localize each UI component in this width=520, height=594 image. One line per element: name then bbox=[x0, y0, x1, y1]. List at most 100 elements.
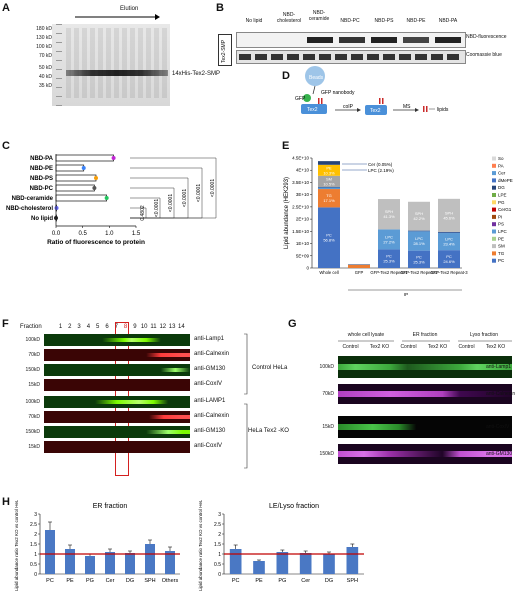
e-legend-swatch bbox=[492, 229, 496, 234]
g-lane-label: Control bbox=[342, 344, 359, 350]
e-y-tick-label: 4E+10 bbox=[296, 168, 310, 173]
h-x-tick-label: PC bbox=[46, 578, 54, 584]
f-antibody-label: anti-Calnexin bbox=[194, 351, 230, 357]
chart-e: 0 5E+09 1E+10 1.5E+10 2E+10 2.5E+10 3E+10 3.5E+… bbox=[284, 156, 513, 298]
g-lane-label: Tex2 KO bbox=[485, 344, 506, 350]
gel-smear bbox=[66, 28, 168, 98]
e-legend-label: Cer bbox=[498, 171, 506, 176]
e-legend-swatch bbox=[492, 156, 496, 161]
e-legend-swatch bbox=[492, 200, 496, 205]
fraction-label: Fraction bbox=[20, 324, 42, 330]
c-point bbox=[94, 176, 98, 180]
h-y-tick-label: 2.5 bbox=[30, 522, 37, 528]
e-legend-swatch bbox=[492, 185, 496, 190]
e-y-axis-label: Lipid abundance (HEK293) bbox=[284, 177, 290, 249]
g-group-lyso: Lyso fraction bbox=[469, 332, 499, 338]
f-blot-band bbox=[44, 368, 190, 372]
fraction-number: 9 bbox=[133, 324, 137, 330]
e-bar-segment bbox=[318, 187, 340, 190]
f-blot-band bbox=[44, 445, 190, 449]
h-x-tick-label: PE bbox=[255, 578, 263, 584]
g-blot-strip bbox=[338, 356, 512, 378]
tex2-text: Tex2 bbox=[307, 107, 318, 113]
f-blot-strip bbox=[44, 396, 190, 408]
g-blot-band bbox=[338, 451, 512, 457]
e-seg-label: 27.2% bbox=[383, 239, 395, 244]
panel-b-label: B bbox=[216, 2, 224, 14]
c-category-label: NBD-PA bbox=[30, 156, 54, 162]
f-antibody-label: anti-Calnexin bbox=[194, 413, 230, 419]
c-bar bbox=[55, 184, 95, 192]
e-bar-segment bbox=[318, 161, 340, 165]
e-y-tick-label: 3.5E+10 bbox=[292, 180, 309, 185]
nanobody-text: GFP nanobody bbox=[321, 90, 355, 96]
panel-a-label: A bbox=[2, 2, 10, 14]
sds-page-gel bbox=[52, 24, 170, 106]
fraction-number: 5 bbox=[96, 324, 100, 330]
h-y-tick-label: 0 bbox=[34, 572, 37, 578]
elution-label: Elution bbox=[120, 6, 139, 12]
f-blot-band bbox=[44, 430, 190, 434]
e-seg-label: 10.5% bbox=[323, 181, 335, 186]
g-blot-band bbox=[338, 364, 512, 370]
panel-h-label: H bbox=[2, 496, 10, 508]
f-antibody-label: anti-Lamp1 bbox=[194, 336, 225, 342]
e-seg-label: LPC bbox=[385, 234, 393, 239]
h-x-tick-label: Cer bbox=[106, 578, 115, 584]
h-y-tick-label: 1 bbox=[34, 552, 37, 558]
h-bar bbox=[105, 552, 115, 574]
panel-g-label: G bbox=[288, 318, 297, 330]
e-seg-label: 25.3% bbox=[383, 259, 395, 264]
g-marker: 70kD bbox=[322, 391, 334, 397]
g-blot-band bbox=[338, 424, 512, 430]
e-seg-label: 23.4% bbox=[443, 242, 455, 247]
f-antibody-label: anti-GM130 bbox=[194, 366, 226, 372]
fraction-number: 3 bbox=[77, 324, 81, 330]
h-y-tick-label: 0 bbox=[218, 572, 221, 578]
e-bar-segment bbox=[348, 264, 370, 265]
e-legend-label: DG bbox=[498, 185, 505, 190]
h-y-tick-label: 3 bbox=[34, 512, 37, 518]
f-marker: 100kD bbox=[25, 337, 40, 343]
fraction-number: 11 bbox=[150, 324, 157, 330]
g-group-wcl: whole cell lysate bbox=[347, 332, 385, 338]
fraction-number: 1 bbox=[58, 324, 63, 330]
f-blot-strip bbox=[44, 426, 190, 438]
h-y-tick-label: 3 bbox=[218, 512, 221, 518]
e-legend-label: CerG1 bbox=[498, 207, 512, 212]
c-pvalue: <0.0001 bbox=[182, 189, 188, 207]
g-lane-label: Tex2 KO bbox=[369, 344, 390, 350]
g-blot-strip bbox=[338, 416, 512, 438]
marker-40: 40 kD bbox=[38, 74, 52, 80]
f-antibody-label: anti-GM130 bbox=[194, 428, 226, 434]
f-blot-strip bbox=[44, 364, 190, 376]
f-blot-strip bbox=[44, 411, 190, 423]
gfp-text: GFP bbox=[295, 96, 306, 102]
c-point bbox=[81, 166, 86, 170]
f-blot-band bbox=[44, 400, 190, 404]
e-cer-annot: Cer (0.05%) bbox=[368, 162, 393, 167]
lane-pc: NBD-PC bbox=[340, 18, 360, 24]
e-bar-segment bbox=[318, 164, 340, 176]
e-legend-swatch bbox=[492, 236, 496, 241]
c-x-tick-label: 1.5 bbox=[132, 231, 141, 237]
e-seg-label: 45.6% bbox=[443, 215, 455, 220]
h-x-tick-label: PC bbox=[232, 578, 240, 584]
b-right-label-2: Coomassie blue bbox=[466, 52, 502, 58]
e-seg-label: 25.3% bbox=[413, 259, 425, 264]
f-blot-strip bbox=[44, 379, 190, 391]
g-antibody-label: anti-CoxIV bbox=[486, 424, 510, 430]
e-bar-segment bbox=[408, 201, 430, 231]
e-bar-segment bbox=[408, 230, 430, 232]
e-bar-segment bbox=[438, 232, 460, 234]
g-lane-label: Tex2 KO bbox=[427, 344, 448, 350]
e-y-tick-label: 1E+10 bbox=[296, 241, 310, 246]
e-legend-label: PI bbox=[498, 214, 502, 219]
g-group-lines bbox=[338, 340, 512, 342]
marker-50: 50 kD bbox=[38, 65, 52, 71]
e-seg-label: 56.8% bbox=[323, 238, 335, 243]
fraction-numbers: 1 2 3 4 5 6 7 8 9 10 11 12 13 14 bbox=[56, 324, 186, 332]
h-y-tick-label: 2 bbox=[218, 532, 221, 538]
h-x-tick-label: SPH bbox=[144, 578, 155, 584]
e-seg-label: 24.6% bbox=[443, 259, 455, 264]
